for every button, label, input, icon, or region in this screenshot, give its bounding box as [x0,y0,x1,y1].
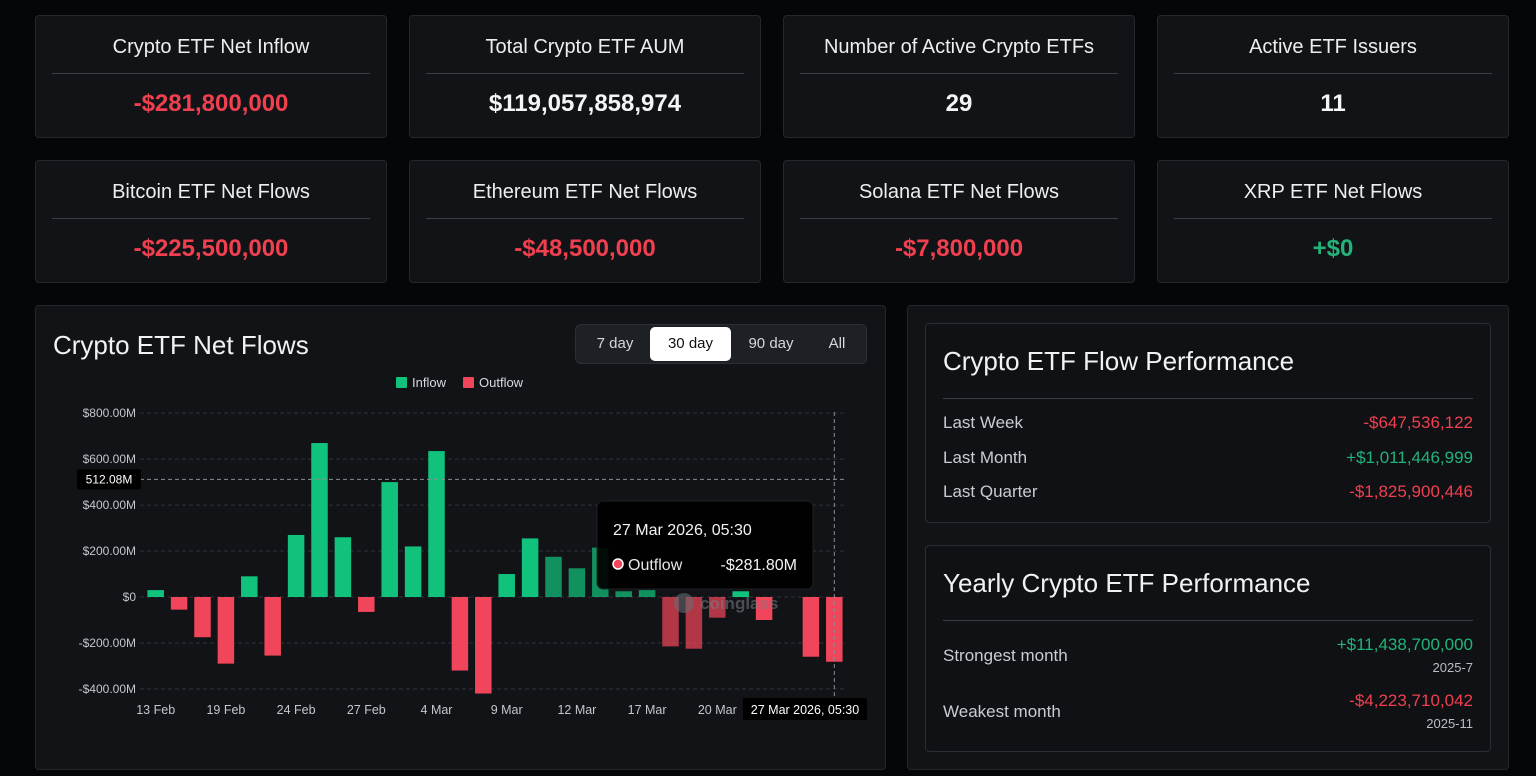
divider [943,620,1473,621]
perf-value-last-month: +$1,011,446,999 [1346,448,1473,467]
inflow-swatch [396,377,407,388]
stat-value: -$225,500,000 [133,235,289,262]
yearly-performance-title: Yearly Crypto ETF Performance [943,568,1311,598]
stat-title: Total Crypto ETF AUM [426,36,744,74]
perf-value-last-quarter: -$1,825,900,446 [1349,482,1473,501]
stat-card-total-aum: Total Crypto ETF AUM $119,057,858,974 [409,15,761,138]
outflow-swatch [463,377,474,388]
range-selector: 7 day 30 day 90 day All [575,324,867,364]
stat-title: Crypto ETF Net Inflow [52,36,370,74]
panel-title: Crypto ETF Net Flows [53,330,309,360]
divider [943,398,1473,399]
perf-value-last-week: -$647,536,122 [1363,413,1473,432]
range-90-day-button[interactable]: 90 day [748,335,794,352]
range-30-day-button[interactable]: 30 day [650,327,731,361]
legend-inflow[interactable]: Inflow [396,375,446,390]
stat-title: Number of Active Crypto ETFs [800,36,1118,74]
stat-title: Ethereum ETF Net Flows [426,181,744,219]
stat-value: 29 [945,90,973,117]
range-7-day-button[interactable]: 7 day [596,335,634,352]
strongest-month-label: Strongest month [943,646,1068,665]
stat-card-solana-flows: Solana ETF Net Flows -$7,800,000 [783,160,1135,283]
legend-outflow[interactable]: Outflow [463,375,523,390]
weakest-month-label: Weakest month [943,702,1061,721]
stat-card-ethereum-flows: Ethereum ETF Net Flows -$48,500,000 [409,160,761,283]
stat-value: 11 [1320,90,1346,117]
legend-inflow-label: Inflow [412,375,446,390]
stat-card-xrp-flows: XRP ETF Net Flows +$0 [1157,160,1509,283]
weakest-month-value: -$4,223,710,042 [1349,691,1473,710]
perf-label-last-quarter: Last Quarter [943,482,1038,501]
strongest-month-value: +$11,438,700,000 [1336,635,1473,654]
yearly-performance-card: Yearly Crypto ETF Performance Strongest … [925,545,1491,752]
flow-performance-card: Crypto ETF Flow Performance Last Week -$… [925,323,1491,523]
stat-value: $119,057,858,974 [488,90,682,117]
legend-outflow-label: Outflow [479,375,524,390]
perf-label-last-week: Last Week [943,413,1024,432]
stat-title: XRP ETF Net Flows [1174,181,1492,219]
range-all-button[interactable]: All [828,335,846,352]
stat-card-active-etfs: Number of Active Crypto ETFs 29 [783,15,1135,138]
stat-title: Bitcoin ETF Net Flows [52,181,370,219]
stat-value: -$48,500,000 [514,235,656,262]
stat-value: +$0 [1312,235,1354,262]
stat-card-active-issuers: Active ETF Issuers 11 [1157,15,1509,138]
stat-value: -$281,800,000 [133,90,289,117]
weakest-month-period: 2025-11 [1426,716,1473,731]
net-flows-panel: Crypto ETF Net Flows 7 day 30 day 90 day… [35,305,886,770]
performance-panel: Crypto ETF Flow Performance Last Week -$… [907,305,1509,770]
stat-card-net-inflow: Crypto ETF Net Inflow -$281,800,000 [35,15,387,138]
perf-label-last-month: Last Month [943,448,1028,467]
flow-performance-title: Crypto ETF Flow Performance [943,346,1295,376]
stat-title: Active ETF Issuers [1174,36,1492,74]
stat-card-bitcoin-flows: Bitcoin ETF Net Flows -$225,500,000 [35,160,387,283]
strongest-month-period: 2025-7 [1432,660,1473,675]
stat-value: -$7,800,000 [894,235,1024,262]
stat-title: Solana ETF Net Flows [800,181,1118,219]
